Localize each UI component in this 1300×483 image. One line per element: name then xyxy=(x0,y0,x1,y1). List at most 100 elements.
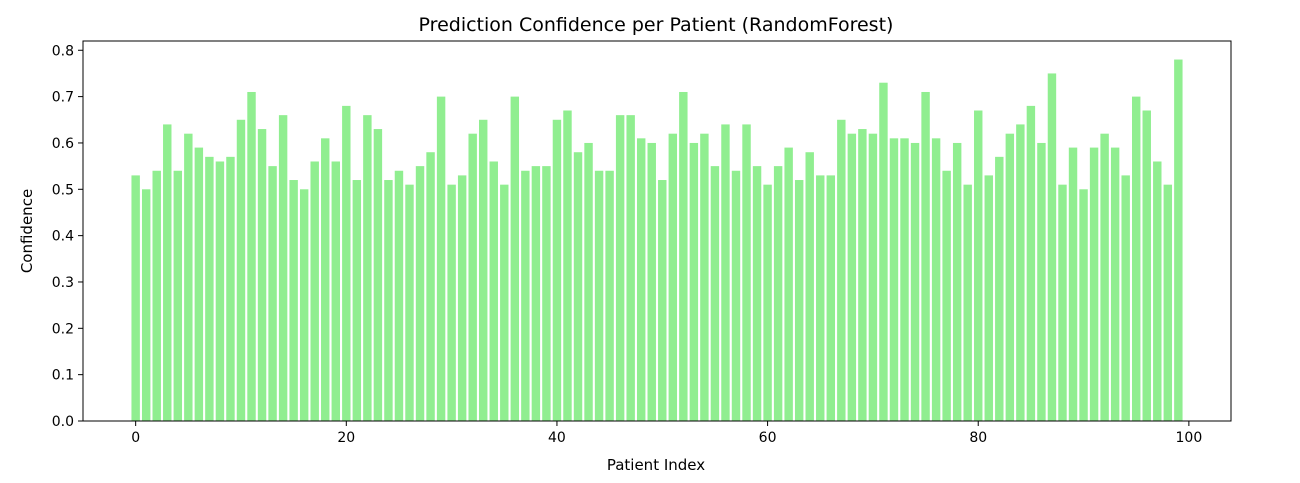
bar-patient-60 xyxy=(763,184,772,421)
bar-patient-29 xyxy=(436,96,446,422)
bar-patient-81 xyxy=(984,175,993,421)
bar-patient-65 xyxy=(816,175,825,421)
bar-patient-23 xyxy=(373,129,383,422)
bar-patient-2 xyxy=(152,170,161,421)
bar-patient-85 xyxy=(1026,105,1036,421)
bar-patient-27 xyxy=(415,166,425,421)
bar-patient-91 xyxy=(1089,147,1099,421)
bar-patient-92 xyxy=(1100,133,1109,421)
bar-patient-48 xyxy=(636,138,646,421)
plot-frame xyxy=(82,40,1232,422)
bar-patient-6 xyxy=(194,147,204,421)
bar-patient-96 xyxy=(1142,110,1151,421)
bar-patient-57 xyxy=(731,170,741,421)
y-tick-label: 0.5 xyxy=(52,182,74,198)
y-tick-label: 0.1 xyxy=(52,368,74,384)
bar-patient-93 xyxy=(1110,147,1120,421)
bar-patient-1 xyxy=(141,189,151,421)
y-tick-label: 0.2 xyxy=(52,321,74,337)
bar-patient-12 xyxy=(257,129,267,422)
y-tick-label: 0.7 xyxy=(52,90,74,106)
bar-patient-76 xyxy=(931,138,941,421)
bar-patient-87 xyxy=(1047,73,1057,421)
bar-patient-53 xyxy=(689,142,699,421)
bar-patient-73 xyxy=(900,138,909,421)
bar-patient-80 xyxy=(974,110,983,421)
y-tick-label: 0.4 xyxy=(52,229,74,245)
bar-patient-52 xyxy=(679,91,688,421)
bar-patient-44 xyxy=(594,170,604,421)
x-axis-label: Patient Index xyxy=(607,456,705,474)
bar-patient-31 xyxy=(457,175,467,421)
x-tick-label: 60 xyxy=(759,430,777,446)
bar-patient-11 xyxy=(247,91,256,421)
bar-patient-8 xyxy=(215,161,225,422)
bar-patient-32 xyxy=(468,133,477,421)
bars-group xyxy=(131,59,1183,422)
bar-patient-20 xyxy=(342,105,351,421)
bar-patient-38 xyxy=(531,166,541,421)
bar-patient-49 xyxy=(647,142,656,421)
bar-patient-3 xyxy=(163,124,172,421)
bar-patient-59 xyxy=(752,166,762,421)
y-tick-label: 0.0 xyxy=(52,414,74,430)
x-axis-ticks: 0 20 40 60 80 100 xyxy=(131,421,1202,446)
bar-patient-7 xyxy=(205,156,214,421)
bar-patient-51 xyxy=(668,133,678,421)
bar-patient-58 xyxy=(742,124,751,421)
y-axis-label: Confidence xyxy=(18,189,36,273)
bar-patient-89 xyxy=(1068,147,1078,421)
bar-patient-46 xyxy=(615,115,625,422)
bar-patient-88 xyxy=(1058,184,1067,421)
bar-patient-55 xyxy=(710,166,720,421)
bar-patient-61 xyxy=(773,166,783,421)
y-tick-label: 0.8 xyxy=(52,43,74,59)
bar-patient-98 xyxy=(1163,184,1173,421)
bar-patient-74 xyxy=(910,142,920,421)
bar-patient-77 xyxy=(942,170,951,421)
bar-patient-41 xyxy=(563,110,572,421)
bar-patient-18 xyxy=(321,138,330,421)
bar-patient-15 xyxy=(289,180,298,421)
bar-patient-62 xyxy=(784,147,793,421)
bar-patient-63 xyxy=(794,180,804,421)
bar-patient-75 xyxy=(921,91,930,421)
bar-patient-26 xyxy=(405,184,414,421)
bar-patient-13 xyxy=(268,166,277,421)
bar-patient-90 xyxy=(1079,189,1088,421)
bar-patient-24 xyxy=(384,180,393,421)
bar-patient-0 xyxy=(131,175,140,421)
y-tick-label: 0.6 xyxy=(52,136,74,152)
x-tick-label: 100 xyxy=(1176,430,1203,446)
bar-patient-28 xyxy=(426,152,435,421)
bar-patient-72 xyxy=(889,138,899,421)
x-tick-label: 80 xyxy=(969,430,987,446)
bar-patient-68 xyxy=(847,133,857,421)
bar-patient-82 xyxy=(995,156,1004,421)
bar-patient-9 xyxy=(226,156,235,421)
bar-patient-22 xyxy=(363,115,372,422)
bar-patient-4 xyxy=(173,170,183,421)
bar-patient-34 xyxy=(489,161,498,422)
bar-patient-25 xyxy=(394,170,404,421)
bar-patient-21 xyxy=(352,180,362,421)
bar-patient-47 xyxy=(626,115,635,422)
bar-patient-69 xyxy=(858,129,867,422)
chart-title: Prediction Confidence per Patient (Rando… xyxy=(419,14,894,36)
bar-patient-78 xyxy=(952,142,962,421)
bar-patient-70 xyxy=(868,133,878,421)
bar-patient-66 xyxy=(826,175,835,421)
bar-patient-79 xyxy=(963,184,972,421)
bar-patient-43 xyxy=(584,142,593,421)
y-tick-label: 0.3 xyxy=(52,275,74,291)
bar-patient-10 xyxy=(236,119,246,421)
bar-patient-5 xyxy=(184,133,193,421)
bar-patient-64 xyxy=(805,152,814,421)
bar-patient-84 xyxy=(1016,124,1025,421)
bar-patient-39 xyxy=(542,166,551,421)
bar-patient-45 xyxy=(605,170,614,421)
bar-patient-30 xyxy=(447,184,456,421)
bar-patient-42 xyxy=(573,152,583,421)
